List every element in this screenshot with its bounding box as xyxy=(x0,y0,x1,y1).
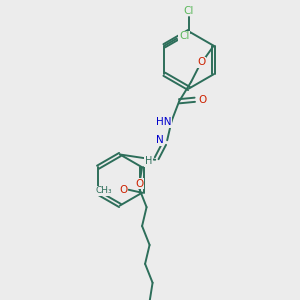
Text: O: O xyxy=(199,95,207,105)
Text: O: O xyxy=(119,185,127,195)
Text: Cl: Cl xyxy=(184,5,194,16)
Text: O: O xyxy=(198,57,206,67)
Text: H: H xyxy=(145,156,152,166)
Text: O: O xyxy=(135,179,143,189)
Text: HN: HN xyxy=(155,117,171,127)
Text: CH₃: CH₃ xyxy=(95,186,112,195)
Text: Cl: Cl xyxy=(179,31,190,41)
Text: N: N xyxy=(156,135,164,145)
